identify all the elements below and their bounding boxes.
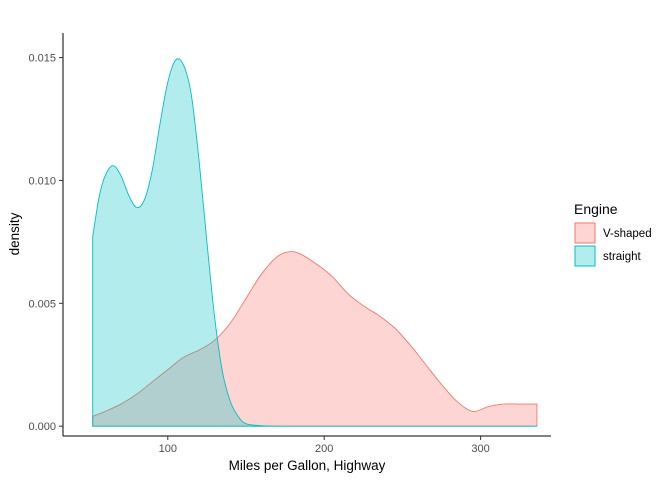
y-tick-label: 0.010 (28, 175, 56, 187)
x-tick-label: 200 (315, 443, 333, 455)
density-area-v-shaped (92, 251, 537, 427)
y-axis-title: density (7, 212, 22, 255)
density-line-v-shaped (92, 251, 538, 427)
y-tick-label: 0.005 (28, 298, 56, 310)
x-tick-label: 100 (159, 443, 177, 455)
density-line-straight (92, 58, 537, 427)
legend: Engine V-shaped straight (574, 201, 652, 267)
legend-label-v-shaped: V-shaped (603, 228, 652, 240)
y-tick-label: 0.015 (28, 53, 56, 65)
legend-label-straight: straight (603, 251, 642, 263)
legend-key-v-shaped (574, 222, 596, 244)
x-axis-title: Miles per Gallon, Highway (229, 458, 386, 473)
y-tick-label: 0.000 (28, 421, 56, 433)
density-area-straight (92, 58, 537, 427)
x-tick-label: 300 (471, 443, 489, 455)
legend-key-straight (574, 245, 596, 267)
ticks: 100 200 300 0.000 0.005 0.010 0.015 (28, 53, 489, 455)
axes (62, 33, 551, 437)
legend-title: Engine (574, 201, 618, 217)
plot-area (92, 58, 538, 427)
